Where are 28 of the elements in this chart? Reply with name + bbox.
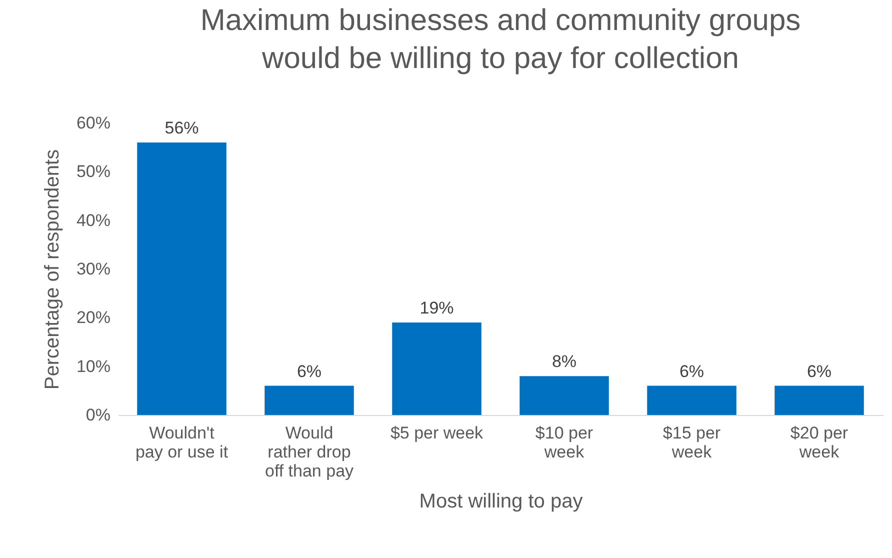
y-tick-label: 20% [76,308,110,328]
data-label: 56% [164,118,199,138]
bar [520,376,609,415]
y-axis-title: Percentage of respondents [41,149,64,390]
y-tick-label: 50% [76,162,110,182]
x-tick-label: $10 per week [535,424,594,462]
y-tick-label: 60% [76,114,110,132]
x-tick-label: $20 per week [790,424,848,462]
data-label: 19% [420,298,454,318]
data-label: 6% [806,362,832,381]
data-label: 6% [296,362,322,381]
x-tick-label: $15 per week [662,424,721,462]
x-axis-title: Most willing to pay [419,490,583,512]
y-tick-label: 40% [76,210,110,230]
bar [774,386,864,415]
y-tick-label: 0% [86,406,110,424]
data-label: 6% [679,362,704,381]
bar [647,386,736,415]
chart-title: Maximum businesses and community groups would be willing to pay for collection [200,4,801,75]
bar [392,322,482,415]
bar [137,142,226,415]
x-tick-label: Wouldn't pay or use it [135,424,228,462]
y-tick-label: 30% [76,260,110,278]
data-label: 8% [552,352,577,372]
bar [264,386,354,415]
x-tick-label: Would rather drop off than pay [264,424,354,480]
y-tick-label: 10% [76,356,110,376]
x-tick-label: $5 per week [390,424,484,442]
